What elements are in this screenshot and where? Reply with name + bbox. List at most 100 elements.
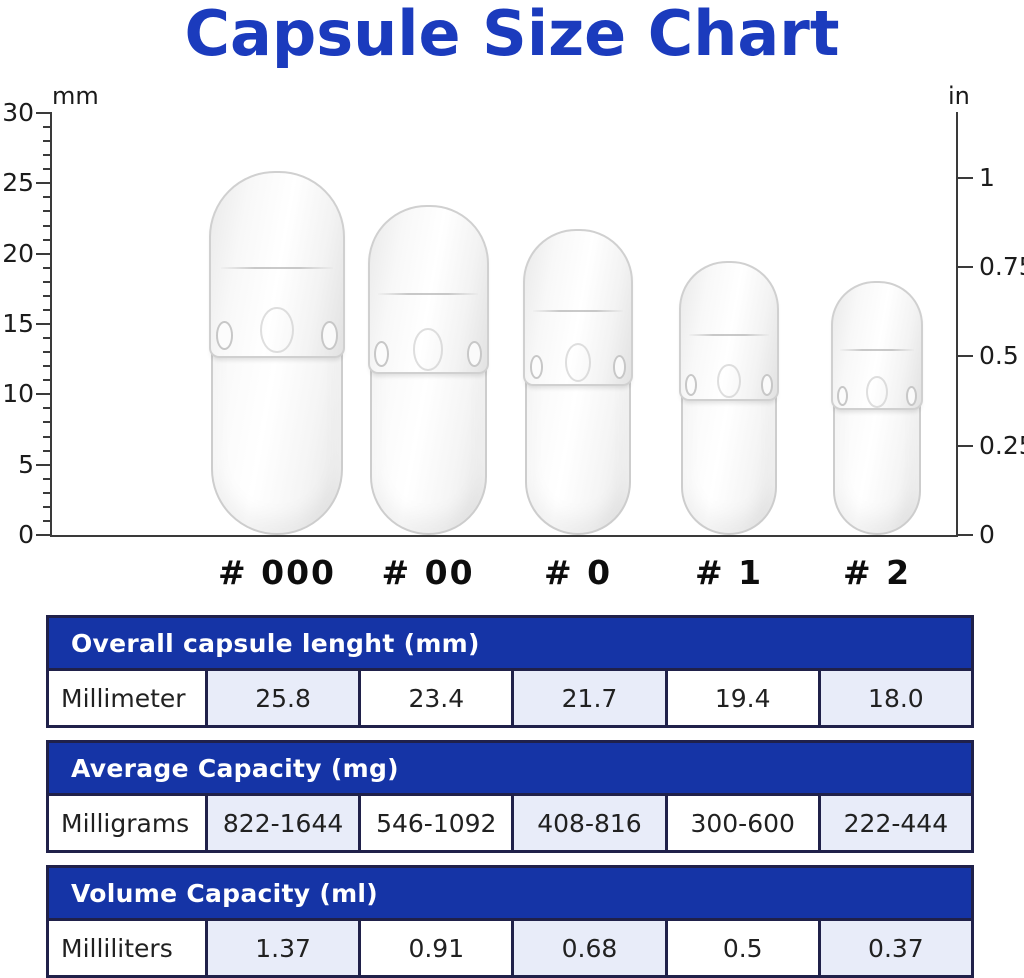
x-baseline — [50, 535, 958, 537]
spec-table-3-value-5: 0.37 — [817, 921, 971, 975]
capsule-size-label-2: # 2 — [842, 553, 912, 592]
spec-table-2-value-3: 408-816 — [511, 796, 665, 850]
capsule-2-seam — [840, 348, 914, 351]
spec-table-2-value-1: 822-1644 — [205, 796, 359, 850]
left-axis-tick — [43, 491, 52, 494]
left-axis-tick — [43, 421, 52, 424]
left-axis-tick — [43, 308, 52, 311]
right-axis-tick-label: 0.25 — [979, 430, 1024, 460]
capsule-00-seam — [378, 292, 478, 295]
right-axis-tick-label: 0.75 — [979, 252, 1024, 282]
right-axis-tick-label: 0.5 — [979, 341, 1019, 371]
left-axis-tick — [43, 196, 52, 199]
right-axis-tick — [958, 355, 973, 358]
left-axis-tick-label: 0 — [18, 520, 34, 549]
left-axis-tick — [43, 435, 52, 438]
right-axis-tick-label: 1 — [979, 162, 995, 192]
left-axis-tick — [43, 168, 52, 171]
left-axis-tick — [36, 252, 52, 255]
capsule-1-right-dimple — [760, 374, 773, 396]
left-axis-tick — [43, 280, 52, 283]
spec-table-2-row: Milligrams 822-1644 546-1092 408-816 300-600… — [49, 796, 971, 850]
capsule-size-label-1: # 1 — [694, 553, 764, 592]
spec-table-3: Volume Capacity (ml) Milliliters 1.37 0.91 0… — [46, 865, 974, 978]
left-axis-tick — [43, 351, 52, 354]
left-axis-tick — [43, 337, 52, 340]
left-axis-tick — [36, 393, 52, 396]
left-axis-tick — [43, 365, 52, 368]
left-axis-tick — [43, 224, 52, 227]
spec-table-3-header: Volume Capacity (ml) — [49, 868, 971, 921]
right-axis-tick — [958, 534, 973, 536]
spec-table-2-value-5: 222-444 — [817, 796, 971, 850]
left-axis-tick — [43, 477, 52, 480]
spec-table-1-value-3: 21.7 — [511, 671, 665, 725]
capsule-000-illustration — [209, 171, 345, 535]
left-axis-tick-label: 20 — [2, 238, 34, 268]
page-title: Capsule Size Chart — [184, 0, 840, 70]
spec-table-3-value-4: 0.5 — [664, 921, 818, 975]
left-axis-tick — [36, 112, 52, 114]
capsule-00-locking-ring — [413, 328, 443, 371]
spec-table-3-value-3: 0.68 — [511, 921, 665, 975]
left-axis-tick — [36, 182, 52, 185]
left-axis-tick — [43, 407, 52, 410]
capsule-0-seam — [533, 310, 623, 313]
capsule-00-illustration — [367, 205, 489, 535]
left-axis-tick-label: 10 — [2, 379, 34, 409]
left-axis-tick — [43, 238, 52, 241]
capsule-000-left-dimple — [216, 321, 233, 350]
spec-table-3-value-2: 0.91 — [358, 921, 511, 975]
capsule-2-locking-ring — [866, 376, 888, 409]
capsule-000-seam — [220, 267, 334, 270]
capsule-0-left-dimple — [529, 355, 543, 380]
left-axis-tick — [43, 294, 52, 297]
left-axis-tick — [43, 505, 52, 508]
spec-table-2-value-4: 300-600 — [664, 796, 818, 850]
left-axis-tick — [36, 534, 52, 536]
right-axis-tick-label: 0 — [979, 520, 995, 549]
capsule-000-right-dimple — [321, 321, 338, 350]
left-axis-tick — [43, 126, 52, 129]
left-axis-tick-label: 30 — [2, 98, 34, 127]
spec-table-1-value-5: 18.0 — [817, 671, 971, 725]
capsule-1-seam — [688, 333, 770, 336]
capsule-1-left-dimple — [685, 374, 698, 396]
capsule-1-locking-ring — [717, 363, 741, 399]
left-axis-tick — [43, 210, 52, 213]
spec-table-2-value-2: 546-1092 — [358, 796, 511, 850]
left-axis-tick — [36, 463, 52, 466]
spec-table-1: Overall capsule lenght (mm) Millimeter 25.… — [46, 615, 974, 728]
left-axis-tick — [43, 140, 52, 143]
right-axis-unit-label: in — [948, 82, 970, 110]
left-axis-tick — [43, 379, 52, 382]
right-axis-tick — [958, 444, 973, 447]
left-axis-tick-label: 25 — [2, 168, 34, 198]
capsule-000-locking-ring — [260, 306, 294, 354]
spec-table-2-row-label: Milligrams — [49, 796, 205, 850]
spec-table-1-value-4: 19.4 — [664, 671, 818, 725]
capsule-0-locking-ring — [564, 343, 592, 383]
left-axis-tick — [43, 449, 52, 452]
left-axis-tick — [43, 266, 52, 269]
capsule-size-label-00: # 00 — [381, 553, 475, 592]
right-axis-line — [956, 112, 958, 536]
spec-table-2-header: Average Capacity (mg) — [49, 743, 971, 796]
left-axis-tick — [43, 154, 52, 157]
capsule-0-right-dimple — [613, 355, 627, 380]
spec-table-2: Average Capacity (mg) Milligrams 822-1644 5… — [46, 740, 974, 853]
spec-table-1-header: Overall capsule lenght (mm) — [49, 618, 971, 671]
capsule-1-illustration — [679, 261, 779, 535]
spec-table-1-value-1: 25.8 — [205, 671, 359, 725]
spec-table-1-row-label: Millimeter — [49, 671, 205, 725]
left-axis-tick — [36, 323, 52, 325]
capsule-2-right-dimple — [906, 386, 917, 406]
spec-table-3-row: Milliliters 1.37 0.91 0.68 0.5 0.37 — [49, 921, 971, 975]
spec-table-3-row-label: Milliliters — [49, 921, 205, 975]
capsule-00-right-dimple — [467, 341, 482, 368]
left-axis-tick-label: 5 — [18, 449, 34, 479]
capsule-size-label-0: # 0 — [543, 553, 613, 592]
right-axis-tick — [958, 266, 973, 269]
capsule-size-label-000: # 000 — [217, 553, 337, 592]
